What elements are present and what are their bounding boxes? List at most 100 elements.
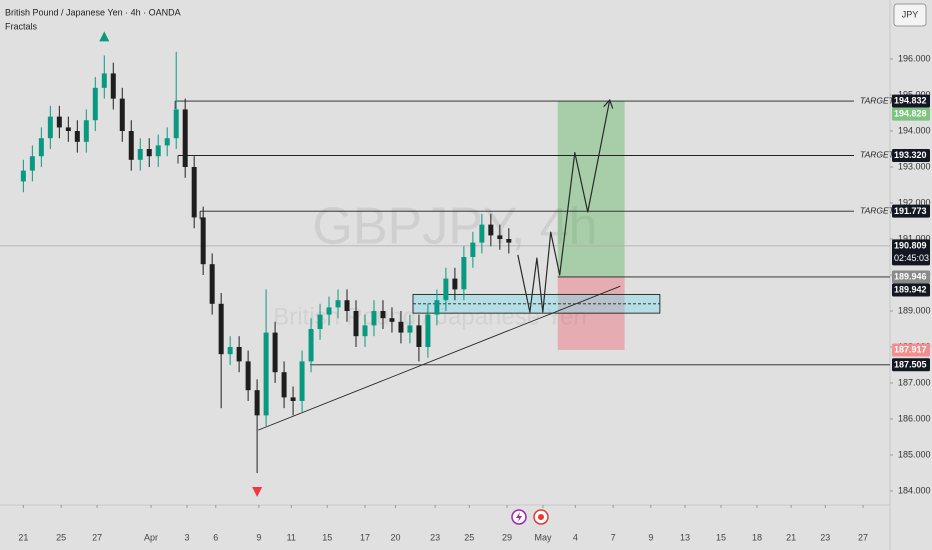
price-label: 194.832 [894, 96, 927, 106]
x-tick-label: 18 [752, 532, 762, 542]
candle-body [20, 170, 26, 182]
y-tick-label: 195.000 [898, 89, 931, 99]
y-tick-label: 196.000 [898, 53, 931, 63]
price-label-box [892, 94, 930, 108]
price-label-box [892, 107, 930, 121]
y-tick-label: 189.000 [898, 305, 931, 315]
y-tick-label: 191.000 [898, 233, 931, 243]
candle-body [173, 109, 179, 139]
candle-body [506, 239, 512, 243]
price-label-box [892, 358, 930, 372]
chart-title: British Pound / Japanese Yen · 4h · OAND… [5, 7, 181, 17]
candle-body [164, 138, 170, 146]
candle-body [470, 242, 476, 257]
candle-body [272, 332, 278, 373]
candle-body [425, 314, 431, 347]
currency-label[interactable]: JPY [902, 9, 919, 19]
candle-body [245, 361, 251, 391]
candle-body [200, 217, 206, 265]
projection-path [517, 99, 611, 313]
candle-body [254, 390, 260, 416]
candle-body [452, 278, 458, 290]
candle-body [461, 256, 467, 290]
watermark: GBPJPY, 4h [312, 198, 597, 256]
price-label: 187.505 [894, 359, 927, 369]
fractal-marker [252, 486, 263, 497]
indicator-name: Fractals [5, 21, 38, 31]
candle-body [29, 156, 35, 171]
candle-body [479, 224, 485, 243]
price-label-box [892, 343, 930, 357]
price-label: 189.942 [894, 285, 927, 295]
candle-body [380, 310, 386, 319]
x-tick-label: 21 [18, 532, 28, 542]
countdown: 02:45:03 [894, 253, 929, 263]
candle-body [110, 73, 116, 99]
x-tick-label: 6 [213, 532, 218, 542]
candle-body [209, 264, 215, 304]
y-tick-label: 187.000 [898, 377, 931, 387]
price-label-box [892, 239, 930, 266]
target-label: TARGET 2 [860, 150, 901, 160]
candle-body [146, 149, 152, 157]
currency-button[interactable] [893, 3, 927, 27]
x-tick-label: Apr [144, 532, 158, 542]
x-tick-label: 23 [820, 532, 830, 542]
event-icon-glyph [538, 514, 544, 520]
candle-body [47, 116, 53, 139]
x-tick-label: 20 [391, 532, 401, 542]
candle-body [398, 321, 404, 333]
y-tick-label: 186.000 [898, 413, 931, 423]
target-label: TARGET 1 [860, 205, 901, 215]
y-tick-label: 193.000 [898, 161, 931, 171]
x-tick-label: 29 [502, 532, 512, 542]
x-tick-label: 25 [56, 532, 66, 542]
fractal-marker [99, 31, 110, 42]
y-tick-label: 194.000 [898, 125, 931, 135]
candle-body [191, 167, 197, 218]
candle-body [344, 300, 350, 311]
price-label-box [892, 204, 930, 218]
x-tick-label: 15 [322, 532, 332, 542]
candle-body [92, 87, 98, 121]
x-tick-label: 9 [256, 532, 261, 542]
candle-body [443, 278, 449, 301]
candle-body [218, 303, 224, 355]
price-label-box [892, 148, 930, 162]
price-label: 189.946 [894, 272, 927, 282]
x-tick-label: 4 [573, 532, 578, 542]
price-label: 193.320 [894, 150, 927, 160]
y-tick-label: 185.000 [898, 449, 931, 459]
candle-body [155, 145, 161, 157]
candle-body [83, 120, 89, 142]
projection-arrowhead [603, 98, 614, 109]
candle-body [263, 332, 269, 416]
candle-body [407, 325, 413, 333]
price-label: 194.828 [894, 109, 927, 119]
candle-body [227, 346, 233, 355]
candle-body [281, 372, 287, 398]
candle-body [128, 131, 134, 160]
candle-body [335, 300, 341, 308]
price-label: 190.809 [894, 241, 927, 251]
candle-body [326, 307, 332, 315]
candle-body [65, 127, 71, 132]
target-label: TARGET 3 [860, 95, 901, 105]
candle-body [434, 300, 440, 315]
candle-body [308, 328, 314, 362]
trendline [258, 285, 621, 431]
x-tick-label: 17 [360, 532, 370, 542]
profit-zone [557, 101, 625, 277]
x-tick-label: 25 [464, 532, 474, 542]
candle-body [119, 98, 125, 132]
candle-body [389, 318, 395, 322]
x-tick-label: 27 [92, 532, 102, 542]
y-tick-label: 192.000 [898, 197, 931, 207]
candle-body [236, 346, 242, 362]
x-tick-label: 9 [648, 532, 653, 542]
candle-body [353, 310, 359, 337]
x-tick-label: May [534, 532, 552, 542]
candle-body [488, 224, 494, 236]
x-tick-label: 11 [287, 532, 296, 542]
